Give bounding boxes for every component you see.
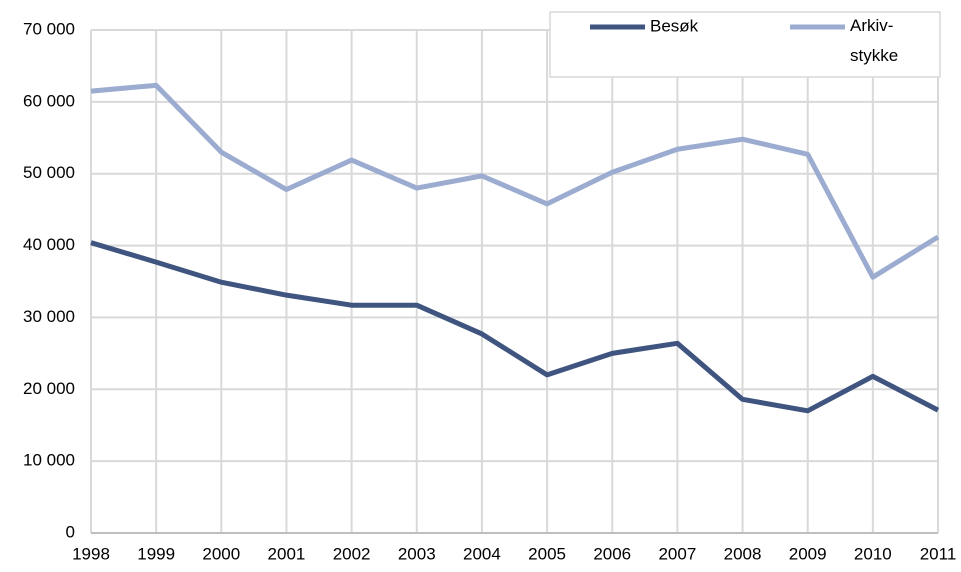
x-tick-label: 2010 xyxy=(854,544,892,563)
legend-box xyxy=(549,11,941,78)
x-tick-label: 2008 xyxy=(724,544,762,563)
y-tick-label: 40 000 xyxy=(23,235,75,254)
y-tick-label: 0 xyxy=(66,522,75,541)
x-tick-label: 2004 xyxy=(463,544,501,563)
y-tick-label: 20 000 xyxy=(23,379,75,398)
legend-label-part: stykke xyxy=(850,46,898,65)
y-tick-label: 10 000 xyxy=(23,451,75,470)
x-tick-label: 1998 xyxy=(72,544,110,563)
legend-label-part: Arkiv- xyxy=(850,16,893,35)
x-tick-label: 2000 xyxy=(202,544,240,563)
y-tick-label: 70 000 xyxy=(23,19,75,38)
x-tick-label: 2006 xyxy=(593,544,631,563)
y-tick-label: 60 000 xyxy=(23,91,75,110)
x-tick-label: 2003 xyxy=(398,544,436,563)
x-tick-label: 2005 xyxy=(528,544,566,563)
y-tick-label: 30 000 xyxy=(23,307,75,326)
x-tick-label: 1999 xyxy=(137,544,175,563)
legend-label: Arkiv-stykke xyxy=(850,16,898,65)
y-tick-label: 50 000 xyxy=(23,163,75,182)
x-tick-label: 2011 xyxy=(920,544,957,563)
x-tick-label: 2007 xyxy=(658,544,696,563)
x-tick-label: 2002 xyxy=(333,544,371,563)
line-series xyxy=(90,82,940,280)
line-series xyxy=(90,240,940,414)
x-tick-label: 2009 xyxy=(789,544,827,563)
legend-label: Besøk xyxy=(650,16,699,35)
x-tick-label: 2001 xyxy=(268,544,306,563)
